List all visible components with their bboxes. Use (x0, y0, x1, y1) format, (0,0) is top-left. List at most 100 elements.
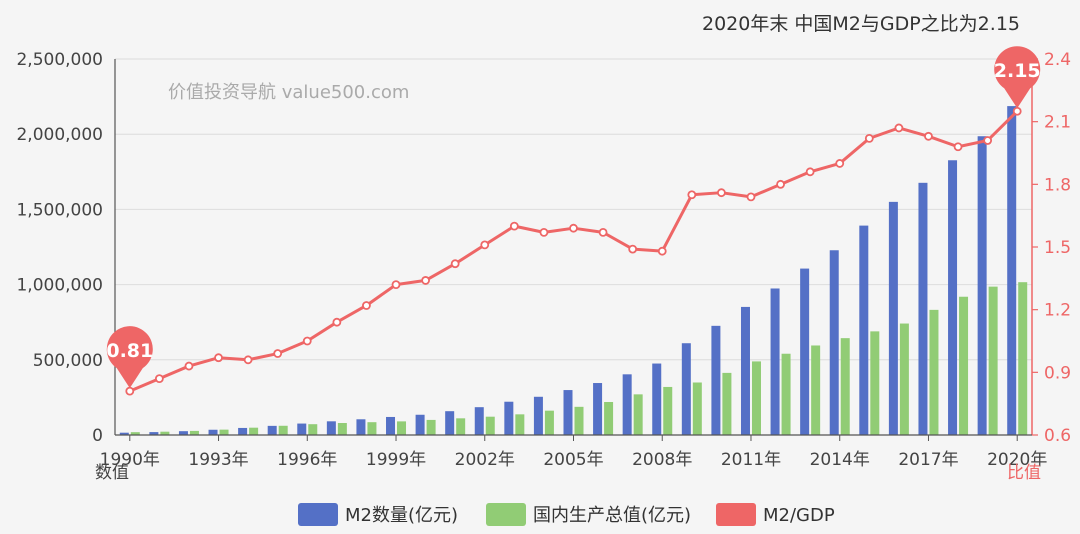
legend-label-m2: M2数量(亿元) (345, 505, 458, 526)
chart-title: 2020年末 中国M2与GDP之比为2.15 (702, 13, 1020, 35)
y-left-tick-label: 2,000,000 (16, 125, 103, 145)
bar-m2 (888, 201, 898, 435)
x-tick-label: 1996年 (277, 450, 337, 470)
ratio-point (657, 246, 667, 256)
bar-m2 (326, 421, 336, 435)
y-left-tick-label: 500,000 (33, 351, 103, 371)
ratio-point (391, 280, 401, 290)
y-right-tick-label: 0.9 (1044, 363, 1071, 383)
x-tick-label: 1993年 (188, 450, 248, 470)
bar-m2 (622, 374, 632, 435)
bar-gdp (929, 309, 939, 435)
bar-m2 (800, 268, 810, 435)
bar-gdp (692, 382, 702, 435)
bar-gdp (130, 432, 140, 435)
y-right-tick-label: 2.4 (1044, 50, 1071, 70)
bar-m2 (386, 416, 396, 435)
ratio-point (332, 317, 342, 327)
bar-m2 (504, 401, 514, 435)
ratio-point (864, 133, 874, 143)
y-left-tick-label: 1,500,000 (16, 200, 103, 220)
bar-gdp (1018, 282, 1028, 435)
bar-m2 (593, 383, 603, 435)
legend-swatch-gdp (486, 503, 526, 526)
y-left-tick-label: 2,500,000 (16, 50, 103, 70)
ratio-point (687, 190, 697, 200)
ratio-point (776, 179, 785, 189)
ratio-point (184, 361, 194, 371)
bar-m2 (681, 343, 691, 435)
bar-m2 (356, 419, 366, 435)
x-tick-label: 2002年 (455, 450, 515, 470)
x-tick-label: 1990年 (100, 450, 160, 470)
bars (119, 106, 1028, 436)
x-tick-label: 2014年 (810, 450, 870, 470)
bar-gdp (485, 416, 495, 435)
watermark: 价值投资导航 value500.com (168, 82, 409, 103)
ratio-point (628, 244, 638, 254)
ratio-point (1012, 106, 1022, 116)
marker-label: 2.15 (994, 60, 1041, 82)
ratio-point (746, 192, 756, 202)
bar-gdp (308, 424, 318, 435)
bar-gdp (574, 406, 584, 435)
bar-m2 (652, 363, 662, 435)
bar-gdp (456, 418, 466, 435)
bar-m2 (474, 407, 484, 435)
x-tick-label: 2008年 (632, 450, 692, 470)
ratio-point (154, 374, 164, 384)
bar-m2 (149, 432, 159, 435)
bar-m2 (178, 431, 188, 435)
axes: 0 500,000 1,000,000 1,500,000 2,000,000 2,500… (16, 50, 1071, 470)
marker-pin (994, 46, 1041, 109)
ratio-point (805, 167, 815, 177)
bar-gdp (219, 429, 229, 435)
bar-m2 (297, 423, 307, 435)
bar-gdp (337, 423, 347, 435)
legend-item-gdp[interactable]: 国内生产总值(亿元) (486, 503, 691, 526)
bar-m2 (533, 396, 543, 435)
ratio-point (509, 221, 519, 231)
bar-gdp (811, 345, 821, 435)
bar-gdp (397, 421, 407, 435)
legend: M2数量(亿元) 国内生产总值(亿元) M2/GDP (298, 503, 835, 526)
ratio-series-line (129, 110, 1019, 393)
legend-label-ratio: M2/GDP (763, 505, 835, 526)
bar-gdp (751, 361, 761, 435)
bar-m2 (208, 429, 218, 435)
bar-m2 (918, 182, 928, 435)
bar-m2 (711, 325, 721, 435)
bar-gdp (663, 386, 673, 435)
bar-gdp (367, 422, 377, 435)
y-right-tick-label: 1.8 (1044, 175, 1071, 195)
x-tick-label: 2005年 (543, 450, 603, 470)
ratio-point (450, 259, 460, 269)
bar-gdp (959, 296, 969, 435)
bar-m2 (119, 432, 129, 435)
bar-gdp (722, 372, 732, 435)
x-tick-label: 2011年 (721, 450, 781, 470)
bar-gdp (544, 410, 554, 435)
bar-m2 (948, 160, 958, 436)
ratio-point (362, 301, 371, 310)
legend-label-gdp: 国内生产总值(亿元) (533, 505, 691, 526)
ratio-point (243, 355, 253, 365)
ratio-point (302, 336, 312, 346)
bar-gdp (189, 430, 199, 435)
ratio-point (421, 276, 430, 285)
ratio-line (125, 106, 1022, 396)
ratio-point (598, 227, 608, 237)
ratio-point (924, 131, 933, 141)
bar-m2 (829, 250, 839, 435)
bar-gdp (633, 394, 643, 435)
legend-item-ratio[interactable]: M2/GDP (716, 503, 835, 526)
ratio-point (717, 188, 726, 198)
bar-m2 (563, 390, 573, 435)
marker-label: 0.81 (106, 340, 153, 362)
y-left-tick-label: 0 (92, 426, 103, 446)
ratio-point (983, 136, 993, 145)
y-right-tick-label: 1.2 (1044, 301, 1071, 321)
legend-item-m2[interactable]: M2数量(亿元) (298, 503, 458, 526)
ratio-point (273, 349, 283, 358)
